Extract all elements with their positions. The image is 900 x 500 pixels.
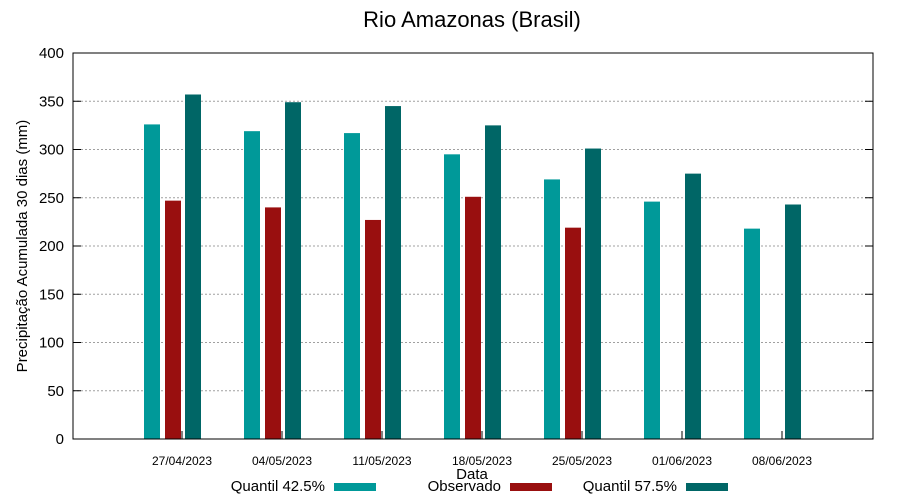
bar (685, 173, 701, 439)
bar (644, 201, 660, 439)
bar (344, 133, 360, 439)
y-tick-label: 250 (39, 190, 64, 207)
bar (285, 102, 301, 439)
chart-title: Rio Amazonas (Brasil) (363, 7, 581, 32)
bar (585, 148, 601, 439)
x-tick-label: 25/05/2023 (552, 454, 612, 468)
y-tick-label: 150 (39, 286, 64, 303)
bar (185, 94, 201, 440)
x-tick-label: 04/05/2023 (252, 454, 312, 468)
bar (444, 154, 460, 439)
bar (744, 228, 760, 439)
y-tick-label: 300 (39, 142, 64, 159)
x-tick-label: 27/04/2023 (152, 454, 212, 468)
bar (385, 106, 401, 439)
bar (144, 124, 160, 439)
bar (485, 125, 501, 439)
x-tick-label: 11/05/2023 (352, 454, 411, 468)
y-tick-label: 200 (39, 238, 64, 255)
x-tick-label: 18/05/2023 (452, 454, 512, 468)
y-ticks: 0 50 100 150 200 250 300 350 400 (39, 45, 873, 448)
y-tick-label: 400 (39, 45, 64, 62)
bar (565, 227, 581, 439)
y-tick-label: 0 (56, 431, 64, 448)
legend-swatch (510, 483, 552, 491)
y-tick-label: 100 (39, 335, 64, 352)
bar (785, 204, 801, 439)
legend-swatch (334, 483, 376, 491)
y-axis-label: Precipitação Acumulada 30 dias (mm) (14, 120, 31, 373)
legend-label: Observado (428, 478, 501, 495)
y-tick-label: 50 (47, 383, 64, 400)
bar (165, 200, 181, 439)
legend-label: Quantil 42.5% (231, 478, 325, 495)
x-tick-label: 01/06/2023 (652, 454, 712, 468)
x-ticks: 27/04/2023 04/05/2023 11/05/2023 18/05/2023… (152, 431, 812, 468)
bar (465, 196, 481, 439)
y-tick-label: 350 (39, 93, 64, 110)
bar (244, 131, 260, 440)
legend-swatch (686, 483, 728, 491)
bar (365, 219, 381, 439)
bar (544, 179, 560, 440)
x-tick-label: 08/06/2023 (752, 454, 812, 468)
x-axis-label: Data (456, 466, 488, 483)
bars (144, 94, 801, 440)
legend: Quantil 42.5% Observado Quantil 57.5% (231, 478, 728, 495)
legend-label: Quantil 57.5% (583, 478, 677, 495)
bar (265, 207, 281, 439)
